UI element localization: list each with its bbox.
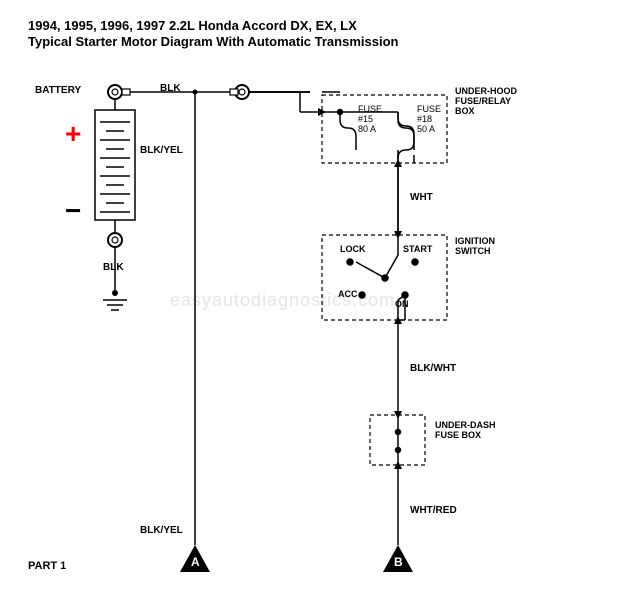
- label-plus: +: [65, 118, 81, 150]
- label-lock: LOCK: [340, 244, 366, 254]
- label-ignition-switch: IGNITION SWITCH: [455, 236, 495, 256]
- label-fuse18: FUSE #18 50 A: [417, 104, 441, 134]
- label-under-dash: UNDER-DASH FUSE BOX: [435, 420, 496, 440]
- label-blkyel-top: BLK/YEL: [140, 145, 183, 156]
- label-on: ON: [395, 299, 409, 309]
- label-fuse15: FUSE #15 80 A: [358, 104, 382, 134]
- label-wht: WHT: [410, 192, 433, 203]
- label-acc: ACC: [338, 289, 358, 299]
- label-whtred: WHT/RED: [410, 505, 457, 516]
- label-blk-ground: BLK: [103, 262, 124, 273]
- label-start: START: [403, 244, 432, 254]
- label-blkyel-bottom: BLK/YEL: [140, 525, 183, 536]
- label-part1: PART 1: [28, 560, 66, 572]
- triangle-b-label: B: [394, 555, 403, 569]
- wiring-diagram: [0, 0, 618, 600]
- label-minus: −: [65, 195, 81, 227]
- triangle-a-label: A: [191, 555, 200, 569]
- label-fuse-relay-box: UNDER-HOOD FUSE/RELAY BOX: [455, 86, 517, 116]
- label-battery: BATTERY: [35, 85, 81, 96]
- label-blk-top: BLK: [160, 83, 181, 94]
- label-blkwht: BLK/WHT: [410, 363, 456, 374]
